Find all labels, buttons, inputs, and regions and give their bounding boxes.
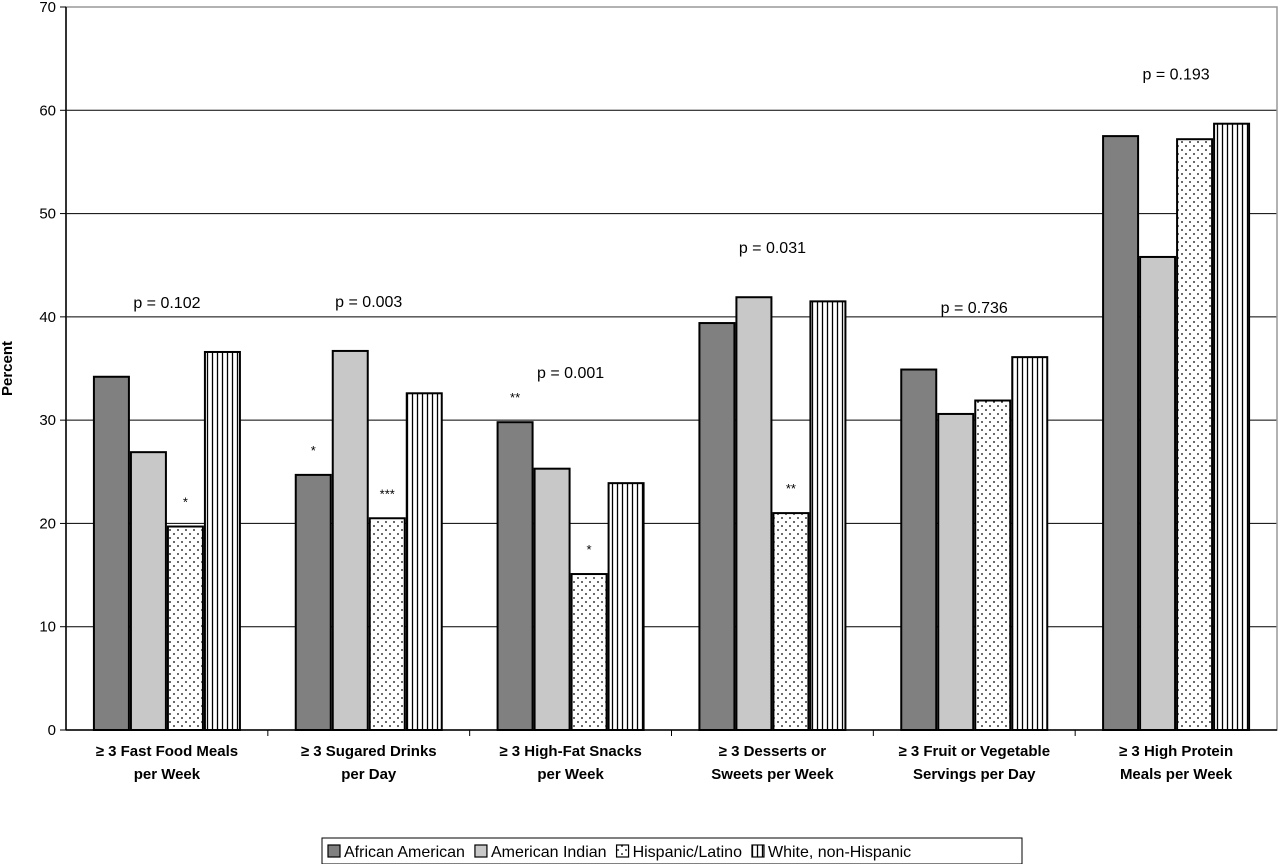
significance-marker: ** [786,481,796,496]
p-value-label: p = 0.003 [335,294,402,311]
bar-african-american-5 [900,368,938,731]
p-value-label: p = 0.102 [133,295,200,312]
x-category-label: Meals per Week [1120,766,1233,783]
legend-label: White, non-Hispanic [768,844,911,861]
y-tick-label: 40 [39,309,56,326]
significance-marker: * [587,542,592,557]
bar-american-indian-1 [129,451,167,731]
x-category-label: ≥ 3 Fast Food Meals [96,743,238,760]
x-category-label: per Day [341,766,397,783]
bar-white-non-hispanic-2 [405,392,443,731]
bar-hispanic-latino-5 [974,399,1012,731]
bar-white-non-hispanic-4 [809,300,847,731]
x-category-label: per Week [537,766,604,783]
y-tick-label: 20 [39,515,56,532]
bar-white-non-hispanic-5 [1011,356,1049,731]
p-value-label: p = 0.193 [1142,67,1209,84]
y-tick-label: 10 [39,619,56,636]
significance-marker: * [183,495,188,510]
bar-white-non-hispanic-6 [1213,122,1251,732]
legend: African American American Indian Hispanic/… [321,837,1023,864]
y-tick-label: 50 [39,206,56,223]
y-axis-label: Percent [0,341,16,396]
legend-box [321,837,1023,864]
bar-american-indian-5 [937,412,975,731]
bar-african-american-6 [1102,135,1140,732]
bar-african-american-4 [698,322,736,731]
x-category-label: ≥ 3 Fruit or Vegetable [898,743,1050,760]
y-tick-label: 30 [39,412,56,429]
x-category-label: ≥ 3 High Protein [1119,743,1233,760]
bar-hispanic-latino-4 [772,512,810,731]
plot-area-border [65,6,1278,731]
y-tick-label: 0 [48,722,56,739]
x-category-label: Sweets per Week [711,766,834,783]
x-category-label: ≥ 3 Sugared Drinks [301,743,437,760]
bar-white-non-hispanic-1 [203,350,241,731]
legend-swatch [751,844,765,858]
legend-label: American Indian [491,844,607,861]
p-value-label: p = 0.001 [537,365,604,382]
x-category-label: ≥ 3 Desserts or [719,743,827,760]
axes: 0 10 20 30 40 50 60 70 Percent [0,0,1278,739]
legend-swatch [474,844,488,858]
bar-american-indian-2 [331,349,369,731]
bar-hispanic-latino-6 [1176,138,1214,732]
gridlines [66,6,1277,628]
bar-american-indian-4 [735,296,773,731]
bar-african-american-3 [496,421,534,731]
bar-african-american-2 [294,473,332,731]
legend-label: African American [344,844,465,861]
bar-american-indian-6 [1139,255,1177,731]
significance-marker: *** [380,486,395,501]
x-category-label: Servings per Day [913,766,1036,783]
significance-marker: * [311,443,316,458]
bar-hispanic-latino-3 [570,573,608,731]
legend-swatch [327,844,341,858]
bar-white-non-hispanic-3 [607,482,645,732]
legend-label: Hispanic/Latino [633,844,743,861]
y-tick-label: 60 [39,102,56,119]
bar-american-indian-3 [533,467,571,731]
x-category-label: ≥ 3 High-Fat Snacks [499,743,641,760]
p-value-label: p = 0.031 [739,240,806,257]
y-tick-label: 70 [39,0,56,16]
p-value-label: p = 0.736 [941,300,1008,317]
bars [92,122,1251,732]
significance-marker: ** [510,390,520,405]
legend-swatch [615,844,630,858]
bar-african-american-1 [92,375,130,731]
x-category-label: per Week [134,766,201,783]
bar-hispanic-latino-1 [166,525,204,732]
bar-hispanic-latino-2 [368,517,406,731]
